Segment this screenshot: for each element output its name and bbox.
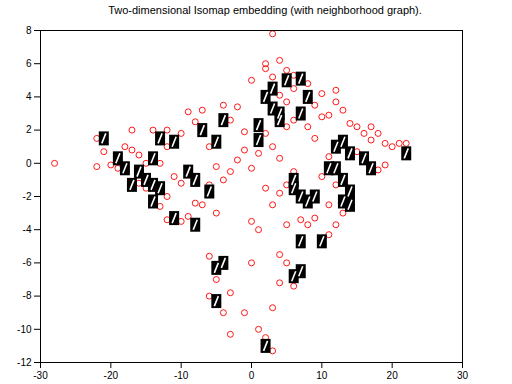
svg-text:8: 8 [26, 25, 32, 36]
svg-text:0: 0 [26, 158, 32, 169]
svg-text:30: 30 [457, 370, 469, 381]
svg-text:-30: -30 [33, 370, 48, 381]
svg-text:-6: -6 [23, 257, 32, 268]
svg-text:-4: -4 [23, 224, 32, 235]
svg-text:-10: -10 [17, 324, 32, 335]
svg-text:2: 2 [26, 124, 32, 135]
svg-text:10: 10 [316, 370, 328, 381]
html-text:Two-dimensional Isomap embeddi: Two-dimensional Isomap embedding (with n… [108, 4, 422, 16]
svg-text:6: 6 [26, 58, 32, 69]
svg-text:-10: -10 [174, 370, 189, 381]
svg-text:4: 4 [26, 91, 32, 102]
svg-text:-2: -2 [23, 191, 32, 202]
svg-text:20: 20 [387, 370, 399, 381]
svg-text:-8: -8 [23, 290, 32, 301]
svg-text:-12: -12 [17, 357, 32, 368]
svg-text:-20: -20 [104, 370, 119, 381]
svg-text:0: 0 [249, 370, 255, 381]
